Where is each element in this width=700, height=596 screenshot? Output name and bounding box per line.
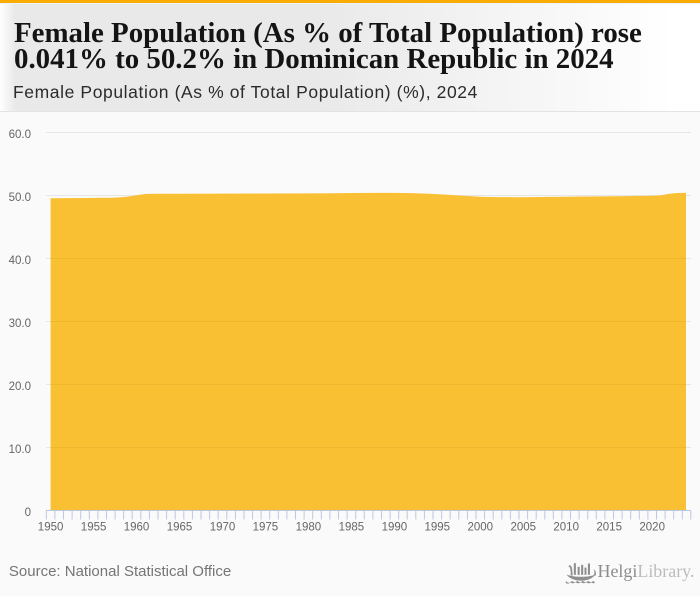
svg-text:2020: 2020: [639, 521, 665, 533]
svg-text:1985: 1985: [339, 521, 365, 533]
svg-text:1960: 1960: [124, 521, 150, 533]
svg-text:1995: 1995: [425, 521, 451, 533]
svg-text:50.0: 50.0: [9, 192, 31, 204]
svg-text:1955: 1955: [81, 521, 107, 533]
svg-text:1990: 1990: [382, 521, 408, 533]
svg-text:2015: 2015: [596, 521, 622, 533]
svg-text:1950: 1950: [38, 521, 64, 533]
svg-text:20.0: 20.0: [9, 381, 31, 393]
svg-text:1980: 1980: [296, 521, 322, 533]
svg-text:2010: 2010: [553, 521, 579, 533]
svg-text:2005: 2005: [511, 521, 537, 533]
svg-text:40.0: 40.0: [9, 255, 31, 267]
svg-text:1975: 1975: [253, 521, 279, 533]
svg-text:60.0: 60.0: [9, 129, 31, 141]
svg-text:30.0: 30.0: [9, 318, 31, 330]
svg-text:1970: 1970: [210, 521, 236, 533]
svg-text:2000: 2000: [468, 521, 494, 533]
svg-text:1965: 1965: [167, 521, 193, 533]
svg-text:10.0: 10.0: [9, 444, 31, 456]
svg-text:0: 0: [25, 507, 31, 519]
